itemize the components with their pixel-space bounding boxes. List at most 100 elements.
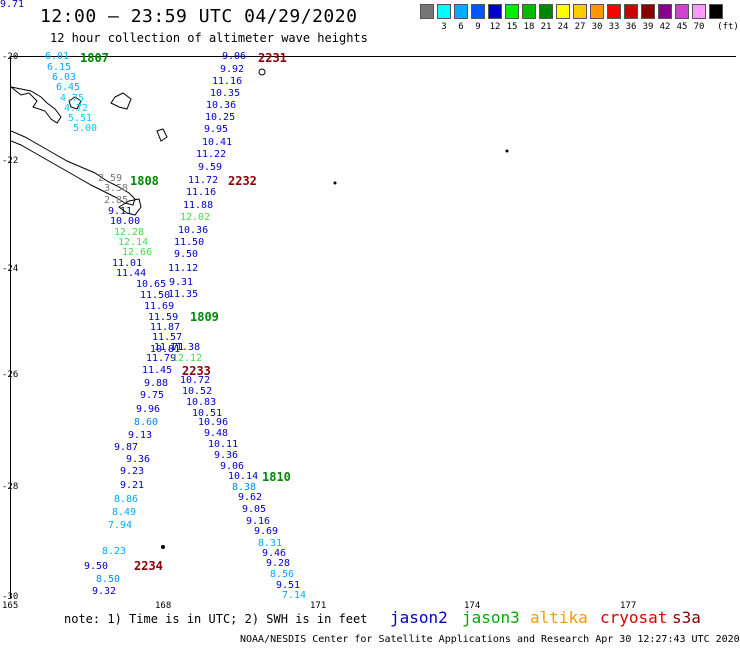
wave-height-value: 8.50 xyxy=(96,574,121,585)
credit-line: NOAA/NESDIS Center for Satellite Applica… xyxy=(240,634,740,645)
wave-height-value: 11.57 xyxy=(152,332,183,343)
wave-height-value: 11.38 xyxy=(170,342,201,353)
wave-height-value: 2.59 xyxy=(98,173,123,184)
legend-label: 3 xyxy=(441,22,447,32)
wave-height-value: 9.36 xyxy=(214,450,239,461)
coastline-island-a xyxy=(68,96,82,110)
lat-label: -24 xyxy=(2,264,19,274)
legend-label: 21 xyxy=(540,22,552,32)
lon-label: 174 xyxy=(464,601,481,611)
wave-height-value: 11.88 xyxy=(183,200,214,211)
legend-unit: (ft) xyxy=(717,22,739,32)
map-title: 12:00 – 23:59 UTC 04/29/2020 xyxy=(40,6,358,27)
wave-height-value: 11.50 xyxy=(140,290,171,301)
coastline-north xyxy=(11,86,62,124)
wave-height-value: 12.12 xyxy=(172,353,203,364)
wave-height-value: 11.59 xyxy=(148,312,179,323)
wave-height-value: 10.11 xyxy=(208,439,239,450)
wave-height-value: 9.51 xyxy=(276,580,301,591)
wave-height-value: 11.50 xyxy=(174,237,205,248)
wave-height-value: 9.69 xyxy=(254,526,279,537)
wave-height-value: 9.96 xyxy=(136,404,161,415)
wave-height-value: 11.87 xyxy=(150,322,181,333)
lon-label: 177 xyxy=(620,601,637,611)
legend-swatch xyxy=(556,4,570,19)
wave-height-value: 12.14 xyxy=(118,237,149,248)
new-caledonia-coast xyxy=(11,130,136,206)
wave-height-value: 2.85 xyxy=(104,195,129,206)
legend-swatch xyxy=(607,4,621,19)
wave-height-value: 10.65 xyxy=(136,279,167,290)
lat-label: -20 xyxy=(2,52,19,62)
wave-height-value: 9.21 xyxy=(120,480,145,491)
legend-label: 36 xyxy=(625,22,637,32)
track-number: 1808 xyxy=(130,174,159,188)
wave-height-value: 10.96 xyxy=(198,417,229,428)
track-number: 2231 xyxy=(258,51,287,65)
wave-height-value: 6.03 xyxy=(52,72,77,83)
legend-swatch xyxy=(641,4,655,19)
wave-height-value: 11.71 xyxy=(154,342,185,353)
wave-height-value: 10.52 xyxy=(182,386,213,397)
map-frame xyxy=(10,56,736,598)
legend-swatch xyxy=(573,4,587,19)
new-caledonia-south xyxy=(118,198,142,216)
wave-height-value: 12.02 xyxy=(180,212,211,223)
legend-swatch xyxy=(692,4,706,19)
wave-height-value: 9.28 xyxy=(266,558,291,569)
wave-height-value: 8.31 xyxy=(258,538,283,549)
lon-label: 171 xyxy=(310,601,327,611)
wave-height-value: 10.36 xyxy=(206,100,237,111)
coastline-island-c xyxy=(156,128,168,142)
wave-height-value: 8.23 xyxy=(102,546,127,557)
island-dot-a xyxy=(505,149,509,153)
legend-swatch xyxy=(488,4,502,19)
wave-height-value: 12.28 xyxy=(114,227,145,238)
wave-height-value: 9.92 xyxy=(220,64,245,75)
wave-height-value: 4.75 xyxy=(60,93,85,104)
legend-swatch xyxy=(675,4,689,19)
track-number: 2233 xyxy=(182,364,211,378)
wave-height-value: 9.87 xyxy=(114,442,139,453)
legend-swatch xyxy=(658,4,672,19)
footer-note: note: 1) Time is in UTC; 2) SWH is in fe… xyxy=(64,612,368,626)
wave-height-value: 9.13 xyxy=(128,430,153,441)
legend-label: 70 xyxy=(693,22,705,32)
wave-height-value: 11.45 xyxy=(142,365,173,376)
track-number: 2232 xyxy=(228,174,257,188)
legend-swatch xyxy=(505,4,519,19)
wave-height-value: 11.16 xyxy=(212,76,243,87)
legend-label: 42 xyxy=(659,22,671,32)
legend-label: 45 xyxy=(676,22,688,32)
satellite-name: jason3 xyxy=(462,608,520,627)
legend-label: 39 xyxy=(642,22,654,32)
wave-height-value: 10.00 xyxy=(110,216,141,227)
wave-height-value: 9.23 xyxy=(120,466,145,477)
wave-height-value: 7.94 xyxy=(108,520,133,531)
legend-swatch xyxy=(454,4,468,19)
legend-swatch xyxy=(709,4,723,19)
wave-height-value: 9.06 xyxy=(222,51,247,62)
coastline-island-b xyxy=(110,92,132,110)
wave-height-value: 11.72 xyxy=(188,175,219,186)
legend-swatch xyxy=(539,4,553,19)
legend-swatch xyxy=(522,4,536,19)
wave-height-value: 9.59 xyxy=(198,162,223,173)
legend-swatch xyxy=(437,4,451,19)
track-number: 1807 xyxy=(80,51,109,65)
wave-height-value: 10.36 xyxy=(178,225,209,236)
wave-height-value: 12.66 xyxy=(122,247,153,258)
wave-height-value: 8.60 xyxy=(134,417,159,428)
track-number: 1810 xyxy=(262,470,291,484)
island-dot-d xyxy=(258,68,266,76)
wave-height-value: 9.36 xyxy=(126,454,151,465)
wave-height-value: 9.05 xyxy=(242,504,267,515)
legend-swatch xyxy=(471,4,485,19)
legend-swatch xyxy=(420,4,434,19)
wave-height-value: 6.15 xyxy=(47,62,72,73)
wave-height-value: 11.79 xyxy=(146,353,177,364)
wave-height-value: 9.16 xyxy=(246,516,271,527)
wave-height-value: 9.95 xyxy=(204,124,229,135)
wave-height-value: 6.01 xyxy=(45,51,70,62)
legend-swatch xyxy=(624,4,638,19)
